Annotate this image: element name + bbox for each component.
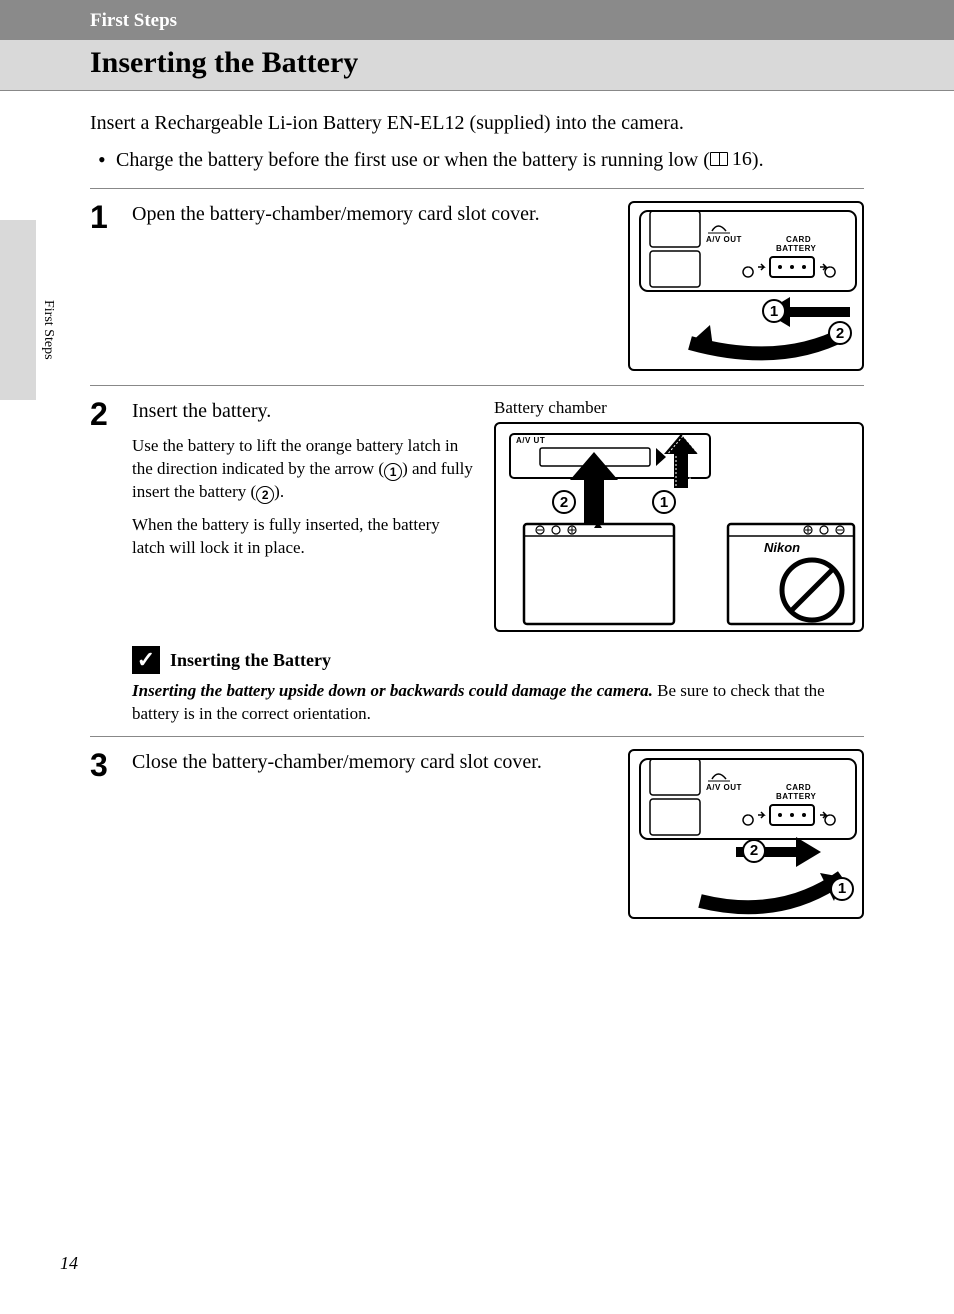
callout-1: 1 <box>652 490 676 514</box>
page-reference: 16 <box>710 145 752 173</box>
bullet-text-b: ). <box>752 149 764 171</box>
callout-2: 2 <box>742 839 766 863</box>
step-2: 2 Insert the battery. Use the battery to… <box>90 385 864 632</box>
circled-2-icon: 2 <box>256 486 274 504</box>
note-box: ✓ Inserting the Battery Inserting the ba… <box>132 646 864 726</box>
check-icon: ✓ <box>132 646 160 674</box>
step-title: Close the battery-chamber/memory card sl… <box>132 749 610 776</box>
note-emphasis: Inserting the battery upside down or bac… <box>132 681 653 700</box>
circled-1-icon: 1 <box>384 463 402 481</box>
section-header-text: First Steps <box>90 10 177 31</box>
page-number: 14 <box>60 1253 78 1274</box>
step-detail-1: Use the battery to lift the orange batte… <box>132 435 476 504</box>
step-number: 3 <box>90 749 114 919</box>
note-body: Inserting the battery upside down or bac… <box>132 680 864 726</box>
side-tab-label: First Steps <box>40 300 56 360</box>
step-title: Insert the battery. <box>132 398 476 425</box>
bullet-item: Charge the battery before the first use … <box>90 145 864 174</box>
step-1: 1 Open the battery-chamber/memory card s… <box>90 188 864 371</box>
step-3: 3 Close the battery-chamber/memory card … <box>90 736 864 919</box>
side-tab <box>0 220 36 400</box>
callout-2: 2 <box>828 321 852 345</box>
step-3-diagram: A/V OUT CARD BATTERY 2 1 <box>628 749 864 919</box>
callout-1: 1 <box>762 299 786 323</box>
page-ref-number: 16 <box>732 145 752 173</box>
brand-label: Nikon <box>764 540 800 555</box>
note-title: Inserting the Battery <box>170 650 331 671</box>
figure-label: Battery chamber <box>494 398 864 418</box>
step-number: 1 <box>90 201 114 371</box>
bullet-text-a: Charge the battery before the first use … <box>116 149 710 171</box>
step-number: 2 <box>90 398 114 632</box>
step-1-diagram: A/V OUT CARD BATTERY 1 2 <box>628 201 864 371</box>
section-header: First Steps <box>0 0 954 40</box>
step-title: Open the battery-chamber/memory card slo… <box>132 201 610 228</box>
av-label: A/V UT <box>516 436 545 445</box>
step-2-diagram: Battery chamber <box>494 398 864 632</box>
step-detail-2: When the battery is fully inserted, the … <box>132 514 476 560</box>
av-out-label: A/V OUT <box>706 783 742 792</box>
card-label: CARD <box>786 783 811 792</box>
page-title: Inserting the Battery <box>90 46 954 80</box>
battery-label: BATTERY <box>776 244 816 253</box>
title-band: Inserting the Battery <box>0 40 954 91</box>
battery-label: BATTERY <box>776 792 816 801</box>
content-area: Insert a Rechargeable Li-ion Battery EN-… <box>0 91 954 919</box>
card-label: CARD <box>786 235 811 244</box>
callout-2: 2 <box>552 490 576 514</box>
callout-1: 1 <box>830 877 854 901</box>
book-icon <box>710 152 728 166</box>
av-out-label: A/V OUT <box>706 235 742 244</box>
intro-text: Insert a Rechargeable Li-ion Battery EN-… <box>90 109 864 137</box>
